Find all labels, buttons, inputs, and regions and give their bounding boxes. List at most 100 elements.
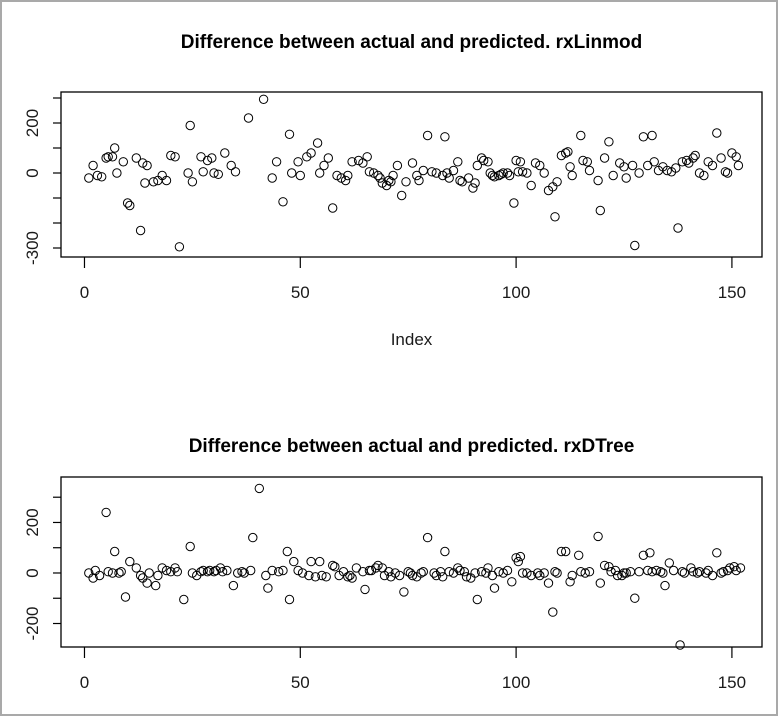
data-point [688, 153, 698, 163]
data-point [228, 580, 239, 591]
data-point [634, 168, 644, 178]
data-point [593, 175, 603, 186]
data-point [315, 168, 325, 178]
data-point [638, 132, 649, 142]
data-point [407, 158, 418, 168]
data-point [306, 148, 316, 158]
data-point [274, 567, 284, 577]
data-point [515, 157, 526, 167]
data-point [651, 565, 662, 576]
data-point [323, 153, 333, 163]
data-point [157, 170, 167, 181]
data-point [153, 570, 163, 581]
data-point [239, 568, 249, 578]
x-tick-label: 0 [80, 673, 89, 692]
data-point [412, 170, 422, 181]
data-point [418, 165, 428, 176]
data-point [399, 587, 409, 597]
data-point [97, 172, 107, 182]
data-point [453, 563, 463, 573]
data-point [390, 568, 400, 578]
data-point [535, 570, 545, 581]
data-point [254, 483, 264, 494]
y-tick-label: 0 [23, 568, 42, 577]
data-point [125, 556, 135, 567]
data-point [712, 128, 722, 138]
data-point [94, 570, 105, 581]
data-point [289, 556, 299, 567]
data-point [556, 546, 567, 557]
x-axis-label-index: Index [390, 330, 433, 349]
data-point [312, 138, 323, 148]
data-point [498, 168, 508, 178]
data-point [660, 580, 670, 591]
data-point [656, 567, 666, 577]
data-point [328, 560, 338, 571]
data-point [122, 198, 133, 208]
data-point [179, 594, 189, 605]
data-point [533, 568, 543, 578]
data-point [427, 167, 437, 177]
data-point [196, 152, 206, 162]
data-point [112, 168, 122, 178]
data-point [444, 173, 454, 183]
data-point [295, 170, 305, 181]
data-point [103, 567, 113, 577]
data-point [599, 560, 610, 571]
data-point [246, 565, 256, 576]
data-point [681, 155, 692, 166]
data-point [321, 572, 331, 582]
data-point [388, 170, 398, 181]
bottom-plot-title: Difference between actual and predicted.… [188, 436, 635, 457]
data-point [513, 556, 523, 567]
data-point [205, 565, 215, 576]
x-tick-label: 0 [80, 283, 89, 302]
data-point [142, 160, 152, 171]
data-point [630, 593, 640, 603]
data-point [135, 570, 146, 581]
data-point [612, 570, 623, 581]
data-point [699, 170, 709, 181]
data-point [358, 158, 368, 168]
data-point [511, 155, 521, 166]
data-point [330, 562, 340, 572]
data-point [429, 568, 439, 578]
data-point [278, 197, 288, 207]
data-point [174, 242, 185, 252]
y-tick-label: 200 [23, 508, 42, 536]
data-point [345, 570, 355, 581]
data-point [608, 170, 618, 181]
data-point [677, 157, 687, 167]
data-point [271, 157, 282, 167]
data-point [479, 155, 489, 166]
data-point [535, 160, 545, 171]
data-point [735, 563, 746, 573]
data-point [118, 157, 129, 167]
data-point [107, 152, 118, 162]
data-point [440, 132, 450, 142]
plot-box [60, 476, 763, 648]
y-tick-label: 0 [23, 168, 42, 177]
data-point [507, 577, 517, 587]
data-point [483, 563, 493, 573]
data-point [306, 556, 316, 567]
data-point [634, 567, 644, 577]
data-point [386, 177, 396, 187]
data-point [502, 565, 513, 576]
data-point [131, 153, 142, 163]
plot-box [60, 91, 763, 258]
data-point [472, 160, 482, 171]
data-point [110, 546, 120, 557]
data-point [567, 170, 577, 181]
data-point [664, 558, 674, 568]
data-point [125, 200, 135, 211]
data-point [483, 157, 493, 167]
data-point [504, 170, 515, 181]
data-point [548, 607, 558, 617]
data-point [494, 170, 504, 181]
data-point [287, 168, 297, 178]
data-point [517, 167, 528, 177]
data-point [442, 168, 452, 178]
data-point [414, 175, 424, 186]
data-point [563, 147, 573, 157]
